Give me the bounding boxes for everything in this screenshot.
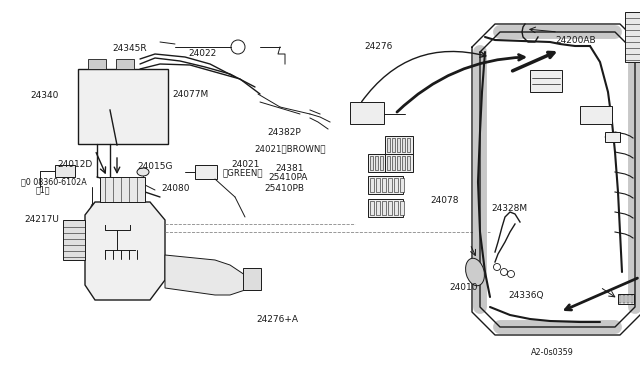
Bar [88, 59, 106, 69]
Bar [370, 178, 374, 192]
Text: 〈GREEN〉: 〈GREEN〉 [223, 169, 263, 177]
Bar [368, 154, 396, 172]
Text: 24382P: 24382P [268, 128, 301, 137]
Text: 24276+A: 24276+A [256, 315, 298, 324]
Text: （1）: （1） [35, 185, 50, 194]
Bar [402, 138, 405, 152]
Bar [605, 132, 620, 142]
Bar [382, 178, 386, 192]
Bar [407, 138, 410, 152]
Bar [392, 156, 395, 170]
Bar [382, 201, 386, 215]
Bar [397, 156, 400, 170]
Bar [375, 156, 378, 170]
Bar [63, 220, 85, 260]
Bar [376, 201, 380, 215]
Bar [388, 178, 392, 192]
Bar [350, 102, 384, 124]
Bar [370, 156, 373, 170]
Bar [400, 201, 404, 215]
Text: 24012D: 24012D [58, 160, 93, 169]
Bar [394, 201, 398, 215]
Bar [619, 295, 621, 303]
Bar [623, 295, 625, 303]
Bar [376, 178, 380, 192]
Text: 24077M: 24077M [173, 90, 209, 99]
Bar [78, 69, 168, 144]
Bar [388, 201, 392, 215]
Bar [368, 176, 403, 194]
Text: 24080: 24080 [161, 185, 190, 193]
Bar [195, 165, 217, 179]
Bar [397, 138, 400, 152]
Text: 24015G: 24015G [138, 162, 173, 171]
Bar [385, 156, 388, 170]
Ellipse shape [137, 168, 149, 176]
Polygon shape [85, 202, 165, 300]
Bar [631, 295, 633, 303]
Text: 24217U: 24217U [24, 215, 59, 224]
Bar [380, 156, 383, 170]
Bar [100, 177, 145, 202]
Bar [394, 178, 398, 192]
Text: ␅0 08360-6102A: ␅0 08360-6102A [21, 178, 87, 187]
Bar [625, 12, 640, 62]
Text: 24200AB: 24200AB [556, 36, 596, 45]
Text: 24345R: 24345R [112, 44, 147, 53]
Bar [402, 156, 405, 170]
Bar [243, 268, 261, 290]
Bar [387, 156, 390, 170]
Bar [400, 178, 404, 192]
Bar [387, 138, 390, 152]
Bar [392, 138, 395, 152]
Ellipse shape [465, 258, 484, 286]
Bar [618, 294, 634, 304]
Bar [385, 136, 413, 154]
Text: 24276: 24276 [365, 42, 393, 51]
Text: 24336Q: 24336Q [509, 291, 544, 300]
Bar [407, 156, 410, 170]
Bar [370, 201, 374, 215]
Bar [390, 156, 393, 170]
Text: 24381: 24381 [275, 164, 304, 173]
Polygon shape [165, 255, 245, 295]
Text: A2-0s0359: A2-0s0359 [531, 348, 574, 357]
Text: 24340: 24340 [31, 92, 59, 100]
Bar [368, 199, 403, 217]
Bar [627, 295, 629, 303]
Text: 24328M: 24328M [492, 204, 527, 213]
Bar [580, 106, 612, 124]
Text: 24021〈BROWN〉: 24021〈BROWN〉 [255, 144, 326, 153]
Text: 24010: 24010 [449, 283, 478, 292]
Text: 24021: 24021 [232, 160, 260, 169]
Bar [116, 59, 134, 69]
Bar [385, 154, 413, 172]
Text: 25410PA: 25410PA [269, 173, 308, 182]
Bar [55, 165, 75, 177]
Bar [530, 70, 562, 92]
Text: 25410PB: 25410PB [264, 184, 305, 193]
Text: 24078: 24078 [430, 196, 459, 205]
Text: 24022: 24022 [189, 49, 217, 58]
